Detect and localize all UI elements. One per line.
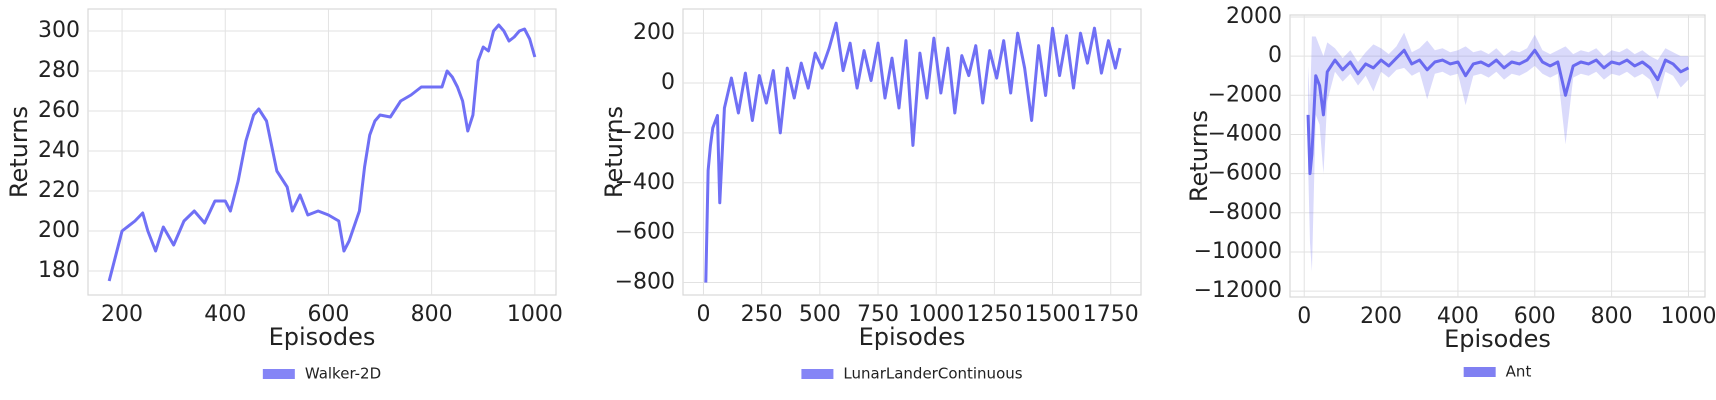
y-tick-label: −2000 <box>1208 82 1282 107</box>
x-tick-label: 1250 <box>966 302 1022 327</box>
y-axis-label: Returns <box>600 106 628 198</box>
x-tick-label: 1000 <box>1660 304 1716 329</box>
y-tick-label: −4000 <box>1208 121 1282 146</box>
x-axis-label: Episodes <box>1444 325 1551 353</box>
legend-swatch <box>262 369 295 379</box>
x-tick-label: 1750 <box>1083 302 1139 327</box>
y-tick-label: 260 <box>38 98 80 123</box>
y-tick-label: 300 <box>38 18 80 43</box>
y-axis-label: Returns <box>5 106 33 198</box>
plot-area <box>87 8 557 296</box>
error-band <box>1308 32 1689 272</box>
line <box>704 21 1122 283</box>
y-tick-label: −10000 <box>1194 239 1282 264</box>
x-tick-label: 750 <box>857 302 899 327</box>
y-tick-label: −8000 <box>1208 200 1282 225</box>
y-axis-label: Returns <box>1185 110 1213 202</box>
x-tick-label: 1500 <box>1025 302 1081 327</box>
line <box>1306 48 1690 176</box>
x-tick-label: 250 <box>741 302 783 327</box>
y-tick-label: 200 <box>633 20 675 45</box>
legend-swatch <box>801 369 834 379</box>
x-tick-label: 0 <box>696 302 710 327</box>
x-tick-label: 200 <box>1360 304 1402 329</box>
y-tick-label: −200 <box>615 120 675 145</box>
x-tick-label: 0 <box>1297 304 1311 329</box>
legend-swatch <box>1463 367 1496 377</box>
y-tick-label: −800 <box>615 270 675 295</box>
y-tick-label: −12000 <box>1194 278 1282 303</box>
x-tick-label: 400 <box>204 302 246 327</box>
x-tick-label: 400 <box>1437 304 1479 329</box>
y-tick-label: 220 <box>38 178 80 203</box>
legend-label: LunarLanderContinuous <box>843 365 1022 383</box>
y-tick-label: −600 <box>615 220 675 245</box>
x-tick-label: 200 <box>101 302 143 327</box>
x-tick-label: 800 <box>1591 304 1633 329</box>
x-tick-label: 600 <box>1514 304 1556 329</box>
line <box>107 23 537 282</box>
y-tick-label: 240 <box>38 138 80 163</box>
y-tick-label: 200 <box>38 218 80 243</box>
x-tick-label: 800 <box>411 302 453 327</box>
plot-area <box>1289 14 1706 298</box>
y-tick-label: 280 <box>38 58 80 83</box>
legend-label: Ant <box>1506 363 1532 381</box>
legend-label: Walker-2D <box>305 365 381 383</box>
y-tick-label: 2000 <box>1226 4 1282 29</box>
x-axis-label: Episodes <box>269 323 376 351</box>
y-tick-label: 0 <box>661 70 675 95</box>
y-tick-label: 0 <box>1268 43 1282 68</box>
y-tick-label: −400 <box>615 170 675 195</box>
x-tick-label: 1000 <box>507 302 563 327</box>
plot-area <box>682 8 1142 296</box>
x-tick-label: 1000 <box>908 302 964 327</box>
x-tick-label: 500 <box>799 302 841 327</box>
x-axis-label: Episodes <box>859 323 966 351</box>
y-tick-label: 180 <box>38 258 80 283</box>
x-tick-label: 600 <box>307 302 349 327</box>
y-tick-label: −6000 <box>1208 161 1282 186</box>
